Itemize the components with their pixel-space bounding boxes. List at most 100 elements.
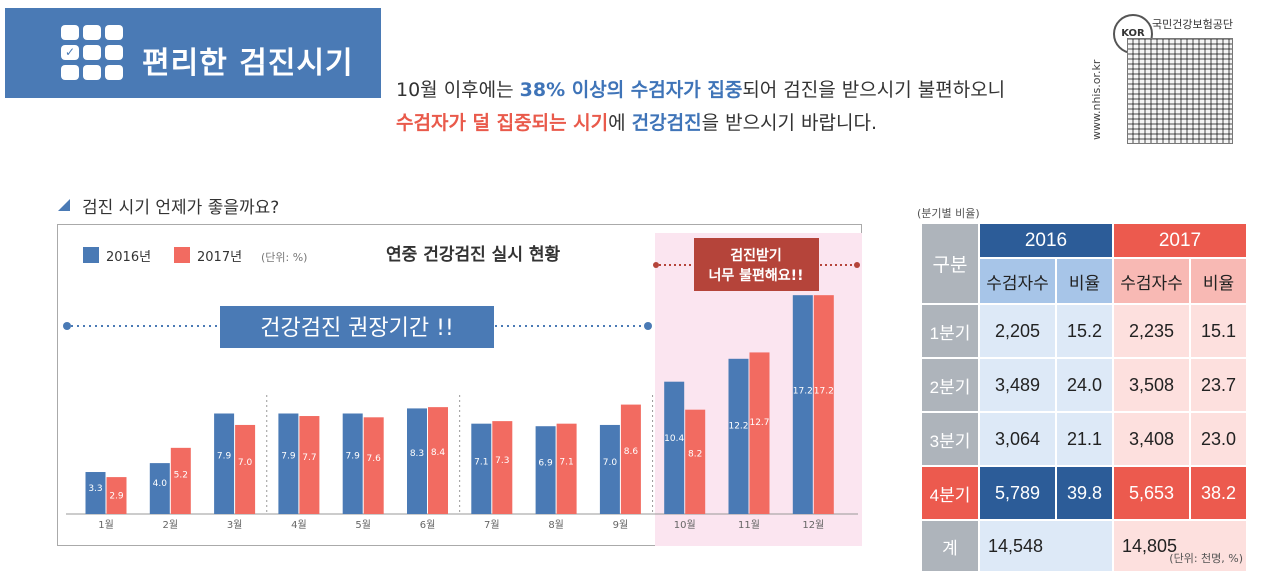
subheader-ratio-2016: 비율 [1057,259,1112,303]
bar-2016-3 [214,413,235,514]
intro-text: 10월 이후에는 [396,79,520,101]
bar-2016-9 [599,424,620,514]
x-tick-label: 8월 [548,519,564,531]
subheader-count-2017: 수검자수 [1114,259,1189,303]
x-tick-label: 11월 [738,519,760,531]
cell: 21.1 [1057,413,1112,465]
bar-2017-4 [299,416,320,514]
intro-text: 에 [608,112,632,134]
cell: 23.0 [1191,413,1246,465]
x-tick-label: 6월 [420,519,436,531]
data-label: 7.6 [367,454,382,464]
cell: 39.8 [1057,467,1112,519]
bar-2017-8 [556,423,577,514]
range-end-dot [644,322,652,330]
data-label: 8.4 [431,448,446,458]
cell: 2,235 [1114,305,1189,357]
busy-start-dot [653,262,659,268]
bar-2017-5 [363,417,384,514]
bar-2016-1 [85,472,106,514]
bar-2016-2 [149,463,170,514]
busy-label-line1: 검진받기 [730,247,782,264]
intro-line-2: 수검자가 덜 집중되는 시기에 건강검진을 받으시기 바랍니다. [396,108,877,135]
cell: 14,548 [980,521,1112,571]
bar-2017-12 [813,295,834,514]
range-start-dot [63,322,71,330]
bar-2016-5 [342,413,363,514]
legend-swatch-2016 [83,247,99,263]
cell: 14,805 [1114,521,1246,571]
table-row: 3분기 3,064 21.1 3,408 23.0 [922,413,1246,465]
intro-text: 되어 검진을 받으시기 불편하오니 [742,79,1006,101]
data-label: 3.3 [88,484,102,494]
data-label: 12.7 [749,418,769,428]
data-label: 7.9 [217,452,232,462]
cell: 2,205 [980,305,1055,357]
bar-2017-3 [235,424,256,514]
x-tick-label: 2월 [163,519,179,531]
data-label: 17.2 [793,387,813,397]
qr-code[interactable] [1127,38,1233,144]
data-label: 12.2 [728,422,748,432]
data-label: 7.0 [238,458,253,468]
data-label: 5.2 [174,471,188,481]
website-url: www.nhis.or.kr [1090,59,1103,140]
legend-label-2016: 2016년 [106,250,151,265]
intro-highlight: 38% 이상의 수검자가 집중 [519,79,743,101]
data-label: 10.4 [664,434,684,444]
quarterly-table: 구분 2016 2017 수검자수 비율 수검자수 비율 1분기 2,205 1… [920,222,1248,573]
org-name: 국민건강보험공단 [1152,18,1233,31]
x-tick-label: 5월 [355,519,371,531]
recommended-label: 건강검진 권장기간 !! [260,316,454,341]
data-label: 7.1 [559,457,573,467]
x-tick-label: 3월 [227,519,243,531]
bar-2016-7 [471,423,492,514]
data-label: 8.2 [688,450,702,460]
cell: 3,489 [980,359,1055,411]
bar-2017-11 [749,352,770,514]
table-row-total: 계 14,548 14,805 [922,521,1246,571]
bar-2016-6 [407,408,427,514]
bar-2017-7 [492,421,513,514]
x-tick-label: 9월 [613,519,629,531]
cell: 5,789 [980,467,1055,519]
intro-highlight: 수검자가 덜 집중되는 시기 [396,112,609,134]
intro-highlight: 건강검진 [631,112,702,134]
data-label: 7.1 [474,457,488,467]
cell: 15.2 [1057,305,1112,357]
table-unit: (단위: 천명, %) [1169,552,1243,565]
table-row: 2분기 3,489 24.0 3,508 23.7 [922,359,1246,411]
busy-end-dot [854,262,860,268]
row-label: 3분기 [922,413,978,465]
legend-label-2017: 2017년 [197,250,242,265]
triangle-bullet-icon [58,199,70,211]
bar-2016-10 [664,381,685,514]
cell: 38.2 [1191,467,1246,519]
header-gubun: 구분 [922,224,978,303]
data-label: 2.9 [109,492,124,502]
busy-label-box [694,238,819,291]
bar-2016-12 [792,295,813,514]
bar-2017-10 [685,409,706,514]
recommended-label-box [220,306,494,348]
title-banner: ✓ 편리한 검진시기 [5,8,381,98]
section-title: 검진 시기 언제가 좋을까요? [82,198,280,218]
chart-svg: 3.3 2.9 4.0 5.2 7.9 7.0 7.9 7.7 7.9 7.6 8.3 8.4 7.1 7… [63,233,862,546]
cell: 24.0 [1057,359,1112,411]
header-year-2016: 2016 [980,224,1112,257]
data-label: 4.0 [153,479,168,489]
table-row-highlight: 4분기 5,789 39.8 5,653 38.2 [922,467,1246,519]
bar-2016-8 [535,426,556,514]
x-tick-label: 1월 [98,519,114,531]
bar-2017-9 [620,404,641,514]
x-tick-label: 4월 [291,519,307,531]
table-caption: (분기별 비율) [917,207,980,220]
x-tick-label: 12월 [802,519,824,531]
data-label: 6.9 [538,459,553,469]
intro-line-1: 10월 이후에는 38% 이상의 수검자가 집중되어 검진을 받으시기 불편하오… [396,75,1005,102]
bar-2017-2 [170,447,191,514]
busy-label-line2: 너무 불편해요!! [709,267,804,284]
cell: 3,064 [980,413,1055,465]
data-label: 7.9 [281,452,296,462]
row-label: 계 [922,521,978,571]
